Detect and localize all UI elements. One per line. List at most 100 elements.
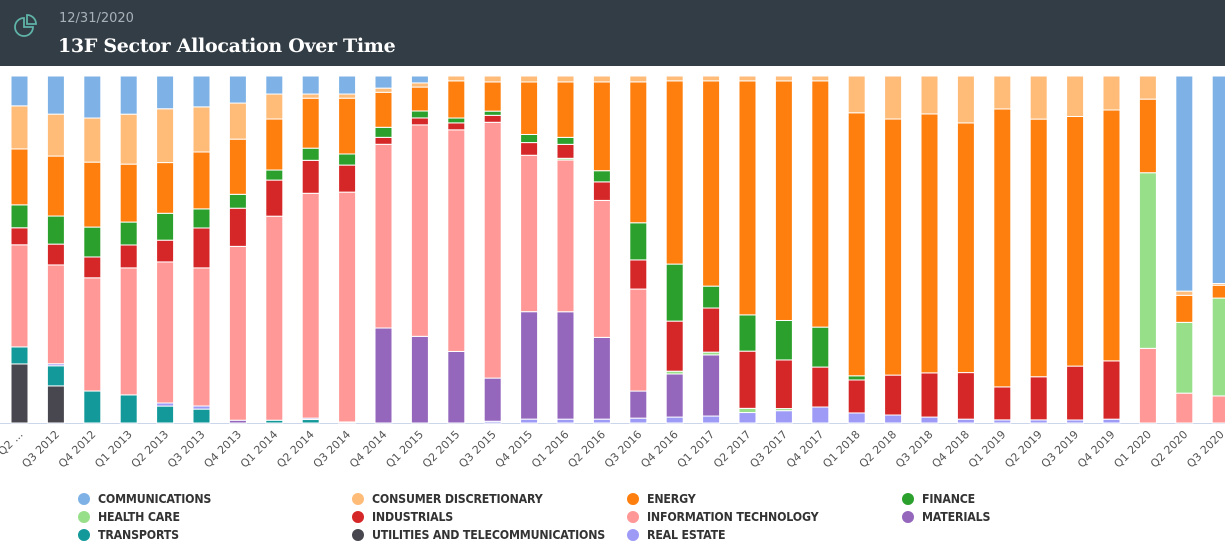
bar-segment-industrials[interactable] [556,143,575,159]
bar-segment-real-estate[interactable] [665,416,684,424]
bar-q4-2017[interactable] [811,75,830,424]
bar-segment-finance[interactable] [156,212,175,241]
bar-segment-communications[interactable] [410,75,429,84]
bar-segment-communications[interactable] [10,75,29,107]
bar-segment-industrials[interactable] [10,227,29,246]
bar-segment-industrials[interactable] [192,227,211,269]
bar-segment-real-estate[interactable] [629,417,648,424]
bar-segment-information-technology[interactable] [592,199,611,338]
legend-item-health-care[interactable]: HEALTH CARE [78,508,187,526]
bar-segment-finance[interactable] [592,170,611,183]
bar-segment-finance[interactable] [301,147,320,161]
bar-q2-2015[interactable] [447,75,466,424]
bar-segment-industrials[interactable] [83,256,102,279]
bar-segment-communications[interactable] [83,75,102,119]
bar-segment-consumer-discretionary[interactable] [920,75,939,115]
bar-segment-consumer-discretionary[interactable] [556,75,575,83]
bar-segment-industrials[interactable] [228,207,247,247]
bar-segment-information-technology[interactable] [265,215,284,421]
bar-segment-materials[interactable] [520,311,539,420]
bar-segment-consumer-discretionary[interactable] [410,82,429,88]
bar-segment-consumer-discretionary[interactable] [629,75,648,83]
legend-item-real-estate[interactable]: REAL ESTATE [627,526,732,544]
bar-segment-consumer-discretionary[interactable] [483,75,502,83]
bar-segment-information-technology[interactable] [46,264,65,365]
bar-segment-energy[interactable] [884,118,903,376]
bar-segment-finance[interactable] [228,193,247,209]
bar-segment-energy[interactable] [738,80,757,316]
bar-segment-transports[interactable] [10,346,29,365]
bar-segment-materials[interactable] [592,336,611,420]
bar-segment-materials[interactable] [629,390,648,419]
bar-segment-industrials[interactable] [774,359,793,410]
bar-segment-consumer-discretionary[interactable] [592,75,611,83]
bar-segment-energy[interactable] [192,151,211,210]
bar-q1-2017[interactable] [702,75,721,424]
bar-segment-consumer-discretionary[interactable] [447,75,466,82]
bar-segment-consumer-discretionary[interactable] [520,75,539,83]
bar-segment-energy[interactable] [1102,109,1121,362]
bar-segment-information-technology[interactable] [156,261,175,404]
bar-segment-real-estate[interactable] [956,418,975,424]
bar-segment-real-estate[interactable] [556,418,575,424]
bar-segment-consumer-discretionary[interactable] [192,106,211,153]
bar-segment-communications[interactable] [1175,75,1194,292]
bar-q3-2014[interactable] [338,75,357,424]
bar-segment-real-estate[interactable] [774,410,793,424]
bar-segment-finance[interactable] [702,285,721,309]
bar-segment-consumer-discretionary[interactable] [119,113,138,165]
bar-segment-communications[interactable] [156,75,175,110]
bar-segment-industrials[interactable] [1029,376,1048,421]
bar-segment-consumer-discretionary[interactable] [956,75,975,124]
bar-segment-information-technology[interactable] [556,159,575,313]
bar-segment-real-estate[interactable] [520,418,539,424]
bar-q1-2020[interactable] [1138,75,1157,424]
bar-segment-energy[interactable] [46,155,65,217]
bar-segment-energy[interactable] [629,81,648,224]
bar-segment-finance[interactable] [738,314,757,352]
bar-segment-consumer-discretionary[interactable] [1138,75,1157,100]
legend-item-utilities-and-telecommunications[interactable]: UTILITIES AND TELECOMMUNICATIONS [352,526,625,544]
bar-segment-finance[interactable] [665,263,684,322]
bar-segment-industrials[interactable] [993,386,1012,421]
bar-segment-real-estate[interactable] [884,414,903,424]
bar-segment-finance[interactable] [447,117,466,124]
legend-item-communications[interactable]: COMMUNICATIONS [78,490,221,508]
bar-segment-energy[interactable] [847,112,866,377]
bar-segment-finance[interactable] [83,226,102,258]
bar-segment-energy[interactable] [956,122,975,374]
bar-segment-health-care[interactable] [1175,321,1194,394]
bar-segment-information-technology[interactable] [410,124,429,337]
bar-segment-energy[interactable] [265,118,284,171]
bar-segment-real-estate[interactable] [847,412,866,424]
bar-segment-consumer-discretionary[interactable] [301,93,320,99]
bar-segment-consumer-discretionary[interactable] [847,75,866,114]
bar-q2-2019[interactable] [1029,75,1048,424]
bar-segment-energy[interactable] [374,91,393,128]
bar-segment-industrials[interactable] [847,379,866,414]
bar-segment-finance[interactable] [774,319,793,361]
bar-segment-energy[interactable] [774,80,793,321]
bar-segment-information-technology[interactable] [338,191,357,423]
bar-q3-2016[interactable] [629,75,648,424]
bar-segment-materials[interactable] [483,377,502,422]
bar-segment-health-care[interactable] [1211,297,1225,397]
bar-segment-transports[interactable] [83,390,102,424]
bar-q3-2015[interactable] [483,75,502,424]
bar-segment-communications[interactable] [301,75,320,95]
bar-segment-energy[interactable] [156,162,175,214]
bar-segment-industrials[interactable] [483,114,502,123]
bar-q1-2013[interactable] [119,75,138,424]
bar-segment-industrials[interactable] [1102,360,1121,420]
bar-segment-energy[interactable] [483,81,502,112]
bar-segment-energy[interactable] [665,80,684,265]
bar-segment-transports[interactable] [156,405,175,424]
bar-segment-energy[interactable] [1066,115,1085,367]
bar-segment-materials[interactable] [447,350,466,424]
bar-segment-materials[interactable] [556,311,575,420]
bar-segment-real-estate[interactable] [738,412,757,424]
bar-segment-consumer-discretionary[interactable] [374,87,393,93]
bar-q1-2015[interactable] [410,75,429,424]
bar-segment-transports[interactable] [301,419,320,424]
bar-segment-health-care[interactable] [738,407,757,414]
